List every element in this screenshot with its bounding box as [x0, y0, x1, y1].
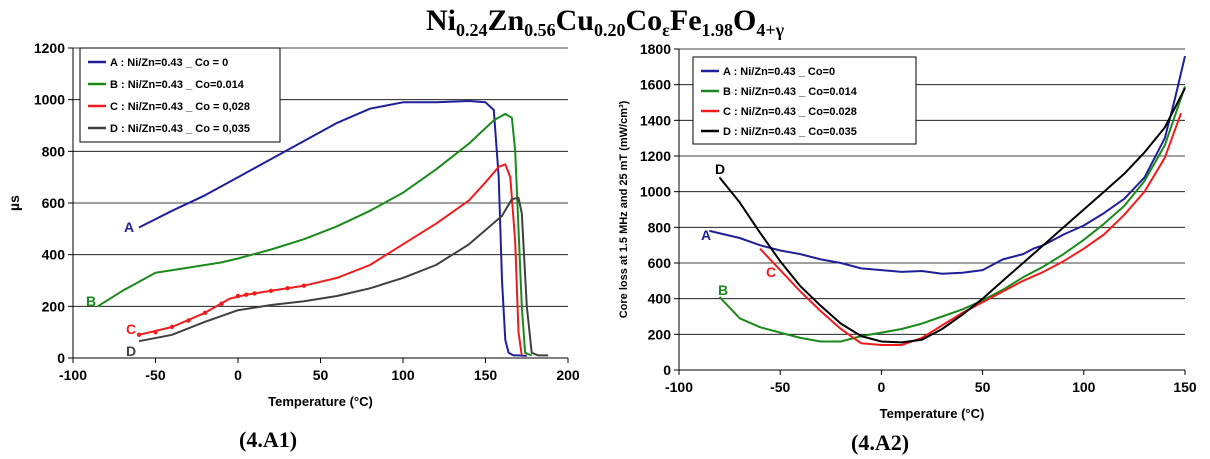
left-series-marker-C-10: [285, 286, 290, 291]
right-legend-label-A: A : Ni/Zn=0.43 _ Co=0: [723, 66, 835, 78]
title-element-5: O: [733, 4, 757, 37]
right-y-tick-label-8: 1600: [640, 77, 671, 93]
title-subscript-2: 0.20: [594, 20, 626, 40]
right-y-tick-label-1: 200: [648, 326, 672, 342]
figure-title: Ni0.24Zn0.56Cu0.20CoεFe1.98O4+γ: [0, 2, 1210, 49]
right-legend-label-D: D : Ni/Zn=0.43 _ Co=0.035: [723, 126, 857, 138]
right-y-tick-label-7: 1400: [640, 112, 671, 128]
left-series-marker-C-2: [169, 324, 175, 330]
right-y-tick-label-0: 0: [663, 362, 671, 378]
left-series-label-A: A: [124, 219, 134, 235]
right-x-axis-label: Temperature (°C): [880, 406, 985, 421]
caption-left: (4.A1): [239, 427, 298, 452]
right-y-tick-label-3: 600: [648, 255, 672, 271]
right-y-tick-label-9: 1800: [640, 41, 671, 57]
right-series-line-C: [759, 112, 1182, 346]
left-x-tick-label-4: 100: [391, 367, 415, 383]
left-y-axis-label: µs: [6, 195, 22, 211]
left-series-label-B: B: [86, 293, 96, 309]
right-legend-box: [692, 56, 917, 145]
left-series-marker-C-5: [219, 301, 224, 306]
left-series-label-C: C: [126, 321, 136, 337]
right-legend-label-C: C : Ni/Zn=0.43 _ Co=0.028: [723, 106, 857, 118]
left-legend-label-A: A : Ni/Zn=0.43 _ Co = 0: [110, 57, 228, 69]
left-x-tick-label-6: 200: [556, 367, 580, 383]
right-series-line-B: [718, 86, 1186, 343]
left-y-tick-label-4: 800: [42, 143, 66, 159]
right-y-tick-label-4: 800: [648, 219, 672, 235]
right-x-tick-label-2: 0: [878, 379, 886, 395]
left-series-line-B: [97, 112, 533, 357]
title-element-1: Zn: [487, 4, 525, 37]
left-series-marker-C-1: [153, 329, 158, 335]
left-series-line-D: [138, 196, 549, 357]
left-legend-label-D: D : Ni/Zn=0.43 _ Co = 0,035: [110, 123, 250, 135]
right-series-label-A: A: [701, 227, 711, 243]
right-series-line-A: [709, 55, 1186, 275]
left-y-tick-label-1: 200: [42, 298, 66, 314]
left-x-tick-label-1: -50: [145, 367, 165, 383]
left-legend-label-B: B : Ni/Zn=0.43 _ Co=0.014: [110, 79, 245, 91]
left-x-tick-label-0: -100: [59, 367, 87, 383]
title-subscript-0: 0.24: [455, 20, 488, 40]
left-y-tick-label-2: 400: [42, 247, 66, 263]
left-x-tick-label-2: 0: [234, 367, 242, 383]
left-x-tick-label-5: 150: [474, 367, 498, 383]
left-x-tick-label-3: 50: [313, 367, 329, 383]
left-legend-box: [79, 47, 281, 143]
left-series-line-C: [138, 163, 523, 356]
left-series-marker-C-7: [244, 292, 249, 297]
left-legend-label-C: C : Ni/Zn=0.43 _ Co = 0,028: [110, 101, 250, 113]
title-element-3: Co: [625, 4, 663, 37]
right-y-axis-label: Core loss at 1.5 MHz and 25 mT (mW/cm³): [618, 100, 630, 318]
left-y-tick-label-0: 0: [57, 350, 65, 366]
chart-left: 0 200 400 600 800 1000 1200 -100 -50 0 50 100 150 200…: [6, 40, 580, 409]
caption-right: (4.A2): [851, 430, 910, 455]
left-y-tick-label-6: 1200: [34, 40, 65, 56]
left-y-tick-label-3: 600: [42, 195, 66, 211]
right-y-tick-label-2: 400: [648, 291, 672, 307]
left-series-line-A: [138, 100, 527, 357]
left-series-marker-C-4: [202, 310, 208, 315]
right-x-tick-label-0: -100: [665, 379, 693, 395]
title-subscript-1: 0.56: [524, 20, 556, 40]
right-x-tick-label-5: 150: [1173, 379, 1197, 395]
right-series-label-C: C: [766, 264, 776, 280]
right-x-tick-label-4: 100: [1072, 379, 1096, 395]
right-series-line-D: [718, 87, 1186, 344]
left-series-label-D: D: [126, 343, 136, 359]
title-subscript-4: 1.98: [701, 20, 734, 40]
title-element-2: Cu: [555, 4, 594, 37]
left-series-marker-C-3: [186, 318, 191, 323]
left-series-marker-C-9: [268, 288, 274, 294]
title-element-0: Ni: [425, 4, 456, 37]
title-subscript-5: 4+γ: [756, 20, 785, 40]
right-series-label-D: D: [715, 161, 725, 177]
left-x-axis-label: Temperature (°C): [268, 394, 373, 409]
left-y-tick-label-5: 1000: [34, 92, 65, 108]
left-series-marker-C-0: [136, 332, 142, 337]
title-subscript-3: ε: [662, 20, 670, 40]
right-x-tick-label-1: -50: [770, 379, 790, 395]
left-series-marker-C-6: [235, 293, 241, 299]
title-element-4: Fe: [669, 4, 702, 37]
right-x-tick-label-3: 50: [975, 379, 991, 395]
left-series-marker-C-8: [252, 291, 257, 296]
right-legend-label-B: B : Ni/Zn=0.43 _ Co=0.014: [723, 86, 858, 98]
right-y-tick-label-6: 1200: [640, 148, 671, 164]
right-y-tick-label-5: 1000: [640, 184, 671, 200]
right-series-label-B: B: [718, 282, 728, 298]
left-series-marker-C-11: [301, 283, 307, 288]
